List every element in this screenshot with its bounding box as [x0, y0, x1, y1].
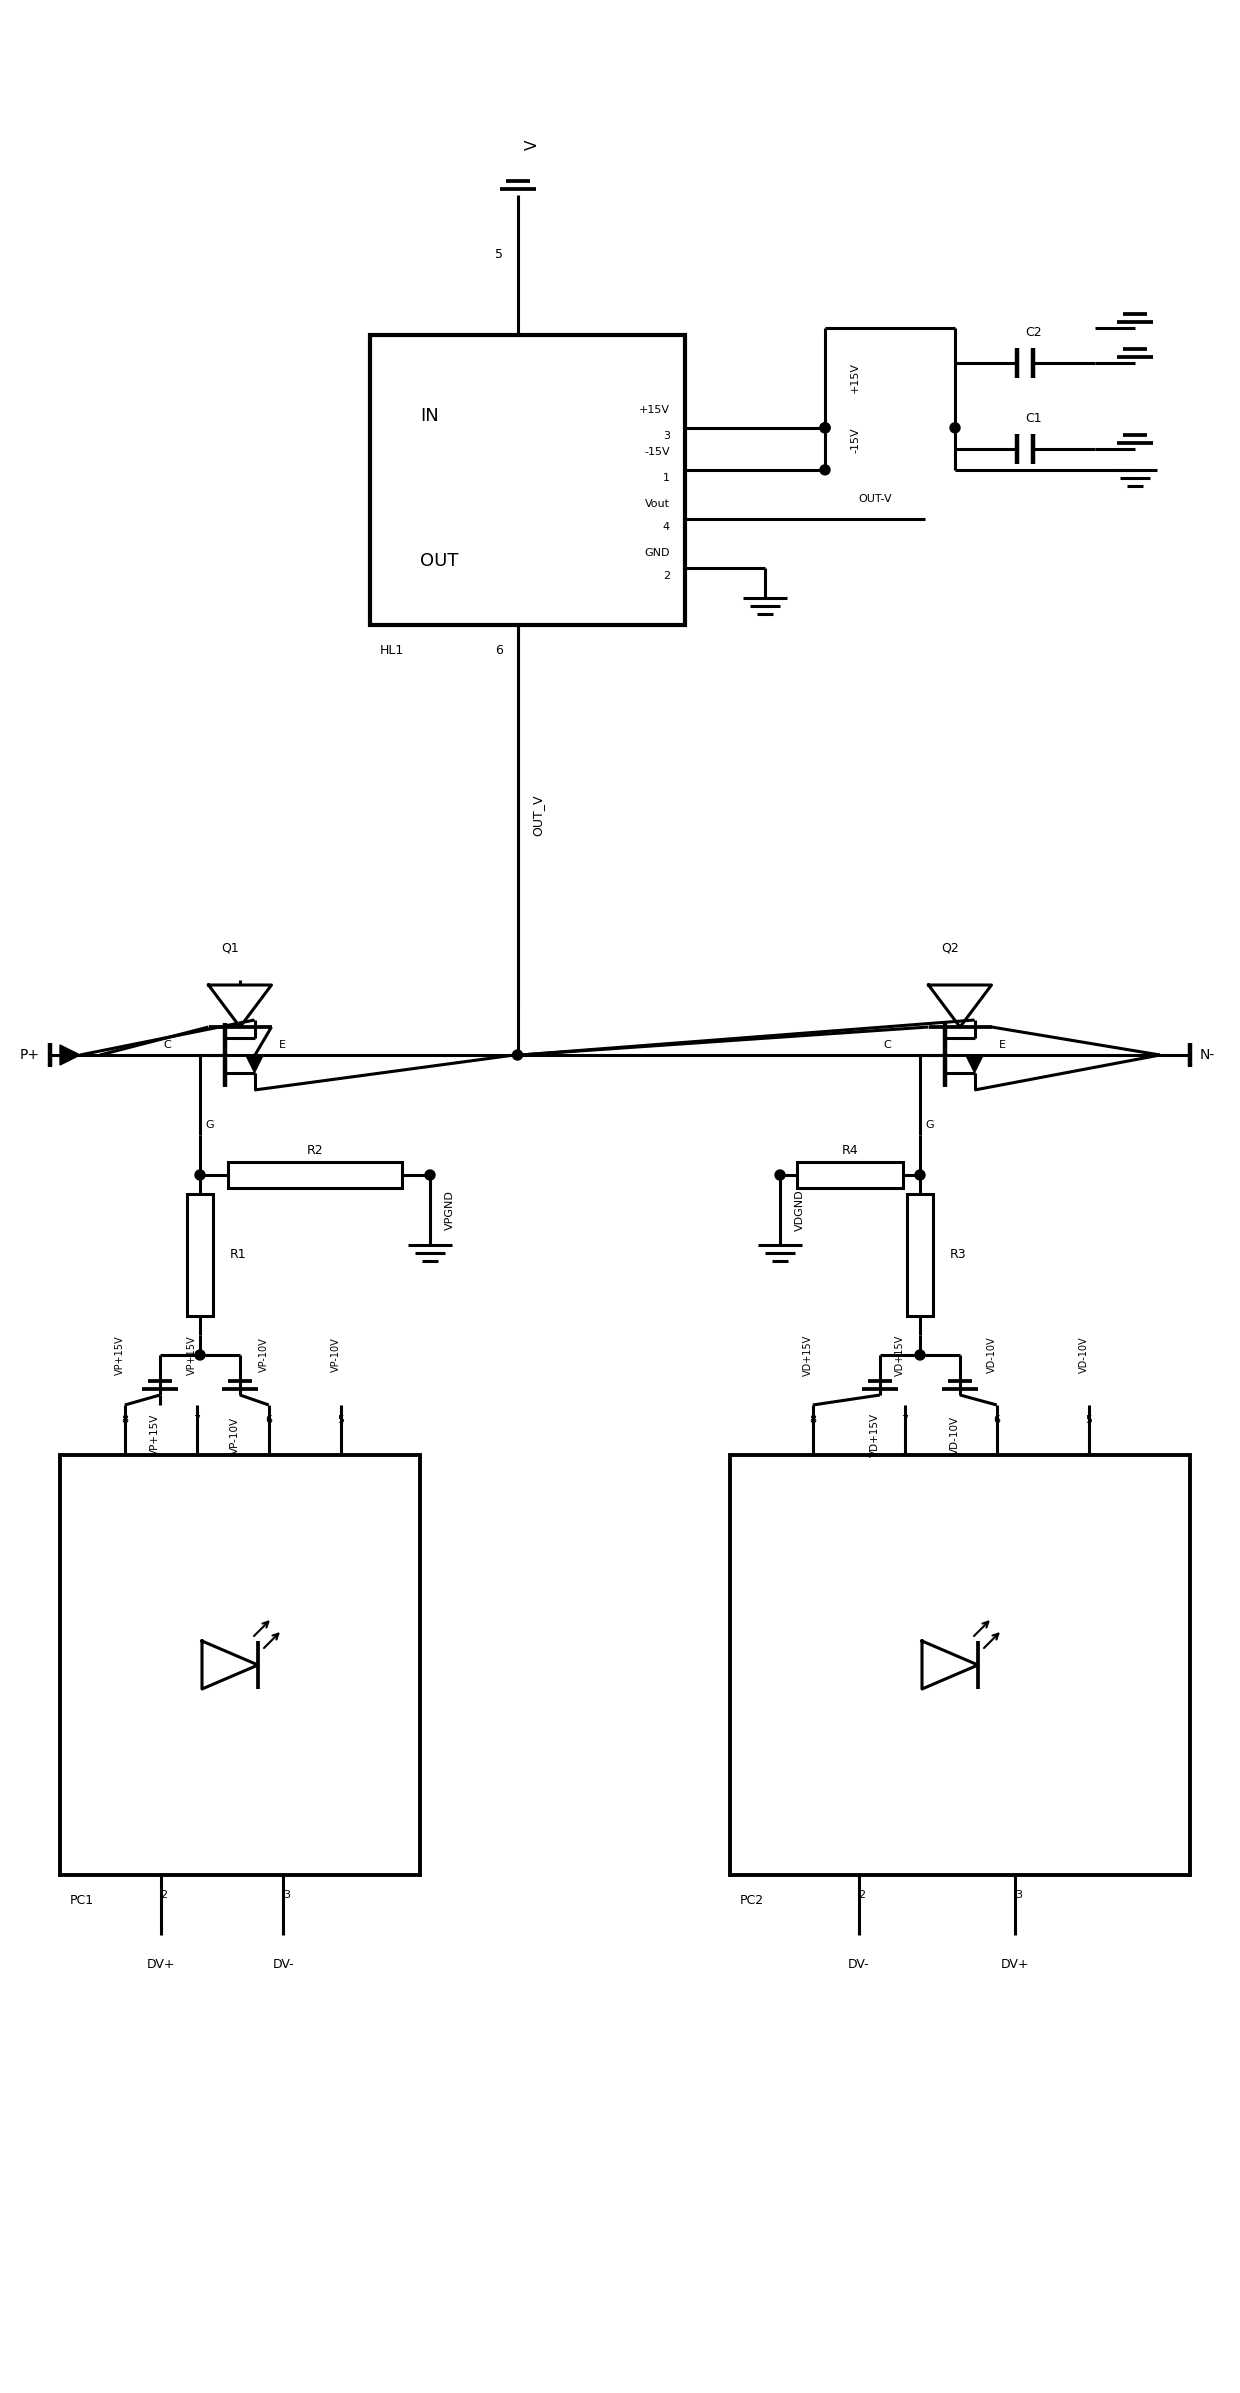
Text: VD+15V: VD+15V — [895, 1335, 905, 1376]
Text: 2: 2 — [858, 1890, 866, 1900]
Text: Vout: Vout — [645, 500, 670, 510]
Text: R1: R1 — [229, 1249, 247, 1261]
Text: P+: P+ — [20, 1048, 40, 1062]
Text: VP-10V: VP-10V — [229, 1417, 241, 1453]
Text: DV-: DV- — [273, 1957, 294, 1972]
Text: Q2: Q2 — [941, 940, 959, 955]
Text: VPGND: VPGND — [445, 1189, 455, 1230]
Text: 1: 1 — [663, 474, 670, 483]
Text: 8: 8 — [810, 1414, 816, 1424]
Text: DV+: DV+ — [1001, 1957, 1029, 1972]
Text: VP-10V: VP-10V — [331, 1338, 341, 1371]
Text: V: V — [525, 139, 539, 151]
Text: VD-10V: VD-10V — [987, 1338, 997, 1374]
Text: 6: 6 — [265, 1414, 273, 1424]
Text: 3: 3 — [283, 1890, 290, 1900]
Circle shape — [195, 1350, 205, 1359]
Text: E: E — [279, 1041, 286, 1051]
Text: GND: GND — [645, 548, 670, 558]
Text: +15V: +15V — [849, 361, 861, 392]
Text: VD-10V: VD-10V — [1079, 1338, 1089, 1374]
Text: C1: C1 — [1025, 412, 1042, 426]
Polygon shape — [202, 1642, 258, 1689]
Circle shape — [195, 1170, 205, 1180]
Bar — [187, 1194, 213, 1316]
Text: VDGND: VDGND — [795, 1189, 805, 1230]
Circle shape — [950, 424, 960, 433]
Bar — [228, 1163, 403, 1187]
Circle shape — [512, 1051, 522, 1060]
Text: 4: 4 — [663, 522, 670, 531]
Text: PC1: PC1 — [69, 1893, 94, 1907]
Text: PC2: PC2 — [740, 1893, 764, 1907]
Polygon shape — [60, 1046, 81, 1065]
Text: VP-10V: VP-10V — [259, 1338, 269, 1371]
Text: VP+15V: VP+15V — [187, 1335, 197, 1376]
Text: OUT_V: OUT_V — [531, 794, 544, 835]
Text: OUT-V: OUT-V — [858, 493, 892, 505]
Text: C: C — [164, 1041, 171, 1051]
Text: DV-: DV- — [848, 1957, 869, 1972]
Circle shape — [820, 424, 830, 433]
Text: C: C — [883, 1041, 890, 1051]
Text: 3: 3 — [663, 431, 670, 440]
Text: VP+15V: VP+15V — [150, 1414, 160, 1457]
Text: 5: 5 — [496, 249, 503, 261]
Bar — [797, 1163, 903, 1187]
Bar — [370, 335, 684, 625]
Text: VD+15V: VD+15V — [870, 1412, 880, 1457]
Text: 7: 7 — [901, 1414, 909, 1424]
Text: R2: R2 — [306, 1144, 324, 1156]
Circle shape — [425, 1170, 435, 1180]
Text: 3: 3 — [1014, 1890, 1022, 1900]
Text: VD+15V: VD+15V — [802, 1335, 812, 1376]
Text: 5: 5 — [1085, 1414, 1092, 1424]
Text: 2: 2 — [663, 572, 670, 581]
Text: 2: 2 — [160, 1890, 167, 1900]
Text: E: E — [999, 1041, 1006, 1051]
Text: 8: 8 — [122, 1414, 129, 1424]
Polygon shape — [923, 1642, 978, 1689]
Polygon shape — [247, 1055, 263, 1072]
Text: VD-10V: VD-10V — [950, 1414, 960, 1455]
Text: 5: 5 — [337, 1414, 345, 1424]
Text: R4: R4 — [842, 1144, 858, 1156]
Text: R3: R3 — [950, 1249, 967, 1261]
Bar — [60, 1455, 420, 1876]
Text: IN: IN — [420, 407, 439, 426]
Text: 7: 7 — [193, 1414, 201, 1424]
Text: 6: 6 — [496, 644, 503, 656]
Bar — [730, 1455, 1190, 1876]
Text: -15V: -15V — [645, 447, 670, 457]
Polygon shape — [929, 986, 992, 1027]
Circle shape — [820, 464, 830, 474]
Text: Q1: Q1 — [221, 940, 239, 955]
Polygon shape — [208, 986, 272, 1027]
Bar — [906, 1194, 932, 1316]
Text: -15V: -15V — [849, 426, 861, 452]
Text: HL1: HL1 — [379, 644, 404, 656]
Polygon shape — [966, 1055, 982, 1072]
Circle shape — [915, 1170, 925, 1180]
Text: OUT: OUT — [420, 553, 459, 570]
Text: G: G — [205, 1120, 213, 1129]
Text: C2: C2 — [1025, 325, 1042, 340]
Text: 6: 6 — [993, 1414, 1001, 1424]
Text: DV+: DV+ — [146, 1957, 175, 1972]
Circle shape — [915, 1350, 925, 1359]
Circle shape — [775, 1170, 785, 1180]
Text: N-: N- — [1200, 1048, 1215, 1062]
Text: +15V: +15V — [639, 404, 670, 414]
Circle shape — [820, 424, 830, 433]
Text: G: G — [925, 1120, 934, 1129]
Text: VP+15V: VP+15V — [115, 1335, 125, 1376]
